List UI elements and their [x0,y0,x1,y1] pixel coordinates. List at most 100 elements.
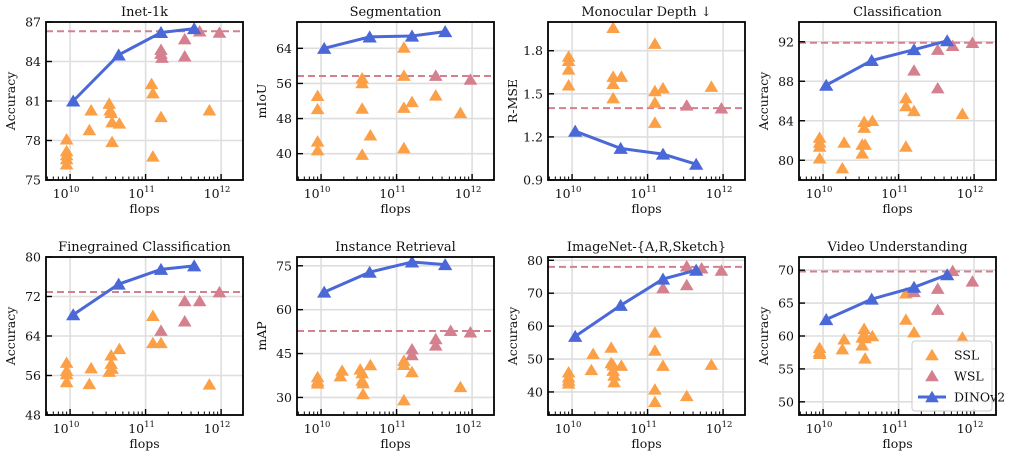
dinov2-point [153,26,169,39]
y-tick-label: 65 [778,296,794,311]
axes-frame [296,21,495,181]
y-tick-label: 70 [778,263,794,278]
wsl-point [428,339,443,351]
wsl-point [463,73,478,85]
subplot-title: Video Understanding [826,240,967,255]
x-tick-label: 1010 [806,185,833,201]
wsl-point [714,264,729,276]
ssl-point [112,342,127,355]
dinov2-point [317,285,332,298]
y-tick-label: 64 [276,41,292,56]
ssl-point [865,329,880,342]
ssl-point [397,41,411,53]
x-tick-label: 1010 [304,420,331,436]
ssl-point [899,99,913,112]
ssl-point [858,138,872,150]
y-tick-label: 87 [25,15,41,30]
dinov2-line [323,30,446,50]
ssl-point [561,63,576,75]
ssl-point [704,358,719,370]
ssl-point [59,367,74,380]
ssl-point [704,80,719,92]
ssl-point [105,362,119,374]
x-axis-label: flops [380,201,410,216]
y-tick-label: 80 [778,153,794,168]
wsl-point [656,281,670,294]
dinov2-point [111,277,126,290]
dinov2-point [819,313,834,326]
dinov2-point [568,124,583,137]
markers [812,264,980,364]
dinov2-point [362,265,377,278]
x-tick-label: 1012 [204,420,231,436]
legend-item-wsl: WSL [925,369,984,384]
x-tick-label: 1012 [957,420,984,436]
ssl-point [397,101,411,113]
ssl-point [355,102,369,114]
ssl-point [606,364,620,376]
ssl-point [607,369,621,381]
ssl-point [586,347,600,360]
x-tick-label: 1010 [53,420,80,436]
ssl-point [105,135,119,148]
dinov2-line [72,264,195,317]
wsl-point [154,324,168,336]
ssl-point [82,377,97,390]
x-axis-label: flops [129,201,159,216]
x-tick-label: 1011 [379,185,406,201]
y-tick-label: 1.8 [523,43,543,58]
markers [310,257,478,406]
x-axis-label: flops [882,436,912,451]
dinov2-point [317,41,332,54]
x-tick-label: 1010 [806,420,833,436]
wsl-point [679,278,694,291]
subplot-title: Inet-1k [121,5,168,20]
x-tick-label: 1012 [706,185,733,201]
ssl-point [59,132,74,145]
ssl-point [453,380,468,393]
subplot-7: 1010 1011 1012 40 50 60 70 80 ImageNet-{A,R,Sket… [505,240,746,451]
y-axis-label: Accuracy [756,306,771,367]
wsl-point [930,43,945,55]
ssl-point [606,91,620,104]
y-tick-label: 55 [778,361,794,376]
ssl-point [397,358,411,370]
wsl-point [463,325,478,338]
ssl-point [154,336,168,349]
axes-frame [296,256,495,416]
ssl-point [405,95,419,108]
y-tick-label: 64 [25,329,41,344]
ssl-point [397,69,411,81]
dinov2-line [825,39,948,87]
ssl-point [104,349,118,361]
x-tick-label: 1011 [630,185,657,201]
y-axis-label: Accuracy [505,306,520,367]
axes-frame [798,21,997,181]
x-tick-label: 1010 [555,420,582,436]
y-tick-label: 56 [25,368,41,383]
ssl-point [648,395,662,408]
subplot-8: 1010 1011 1012 50 55 60 65 70 Video Understandin… [756,240,1005,451]
legend-triangle-icon [925,348,939,361]
y-tick-label: 92 [778,34,794,49]
ssl-point [858,352,872,364]
x-axis-label: flops [631,201,661,216]
y-tick-label: 60 [527,319,543,334]
dinov2-point [66,94,81,107]
y-tick-label: 84 [778,113,794,128]
dinov2-point [438,25,453,38]
ssl-point [397,141,411,154]
subplot-title: Classification [853,5,942,20]
ssl-point [112,117,127,129]
ssl-point [614,70,629,82]
wsl-point [930,282,945,294]
ssl-point [146,86,160,99]
legend-label: SSL [954,348,979,363]
ssl-point [607,375,621,388]
ssl-point [648,96,662,108]
x-tick-label: 1012 [204,185,231,201]
x-axis-label: flops [380,436,410,451]
y-tick-label: 84 [25,54,41,69]
ssl-point [356,376,370,389]
